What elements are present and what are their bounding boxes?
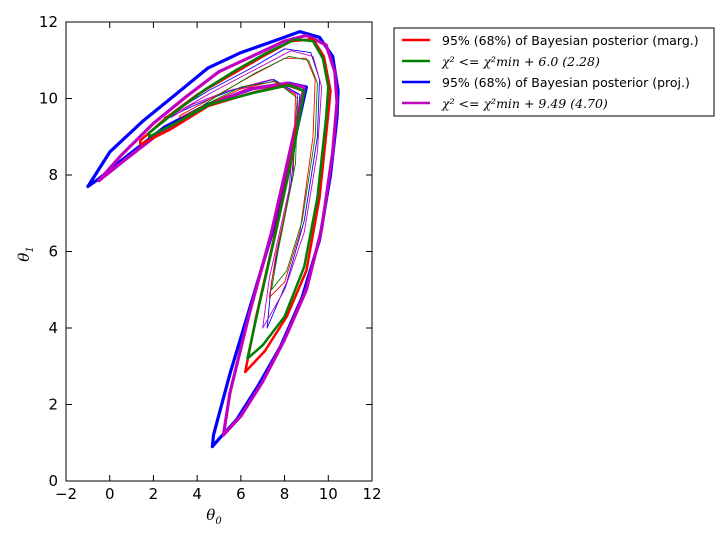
x-tick-label: 2 — [149, 485, 159, 503]
contour-inner-007f00 — [183, 55, 318, 291]
x-axis-label-subscript: 0 — [215, 516, 222, 527]
x-tick-label: −2 — [55, 485, 77, 503]
y-ticks: 0 2 4 6 8 10 12 — [39, 13, 372, 490]
x-tick-label: 6 — [236, 485, 246, 503]
x-axis-label: θ0 — [206, 506, 222, 527]
legend-label-chi2-949: χ² <= χ²min + 9.49 (4.70) — [441, 96, 608, 111]
x-tick-label: 12 — [362, 485, 381, 503]
contour-inner-0000ff — [163, 48, 320, 329]
y-tick-label: 0 — [48, 472, 58, 490]
legend-label-proj: 95% (68%) of Bayesian posterior (proj.) — [442, 75, 690, 90]
y-tick-label: 6 — [48, 243, 58, 261]
x-tick-label: 8 — [280, 485, 290, 503]
contours-layer — [86, 30, 340, 449]
y-tick-label: 2 — [48, 396, 58, 414]
legend-box — [393, 27, 715, 117]
legend-label-chi2-6: χ² <= χ²min + 6.0 (2.28) — [441, 54, 600, 69]
y-axis-label: θ1 — [15, 246, 36, 261]
x-ticks: −2 0 2 4 6 8 10 12 — [55, 22, 382, 503]
contour-outer-bf00bf — [97, 33, 339, 437]
y-axis-label-subscript: 1 — [25, 246, 36, 252]
legend: 95% (68%) of Bayesian posterior (marg.) … — [393, 27, 715, 117]
y-tick-label: 10 — [39, 90, 58, 108]
y-tick-label: 8 — [48, 166, 58, 184]
y-tick-label: 4 — [48, 319, 58, 337]
legend-label-marg: 95% (68%) of Bayesian posterior (marg.) — [442, 33, 699, 48]
y-tick-label: 12 — [39, 13, 58, 31]
x-tick-label: 0 — [105, 485, 115, 503]
x-tick-label: 10 — [319, 485, 338, 503]
x-tick-label: 4 — [192, 485, 202, 503]
contour-outer-007f00 — [147, 37, 330, 360]
